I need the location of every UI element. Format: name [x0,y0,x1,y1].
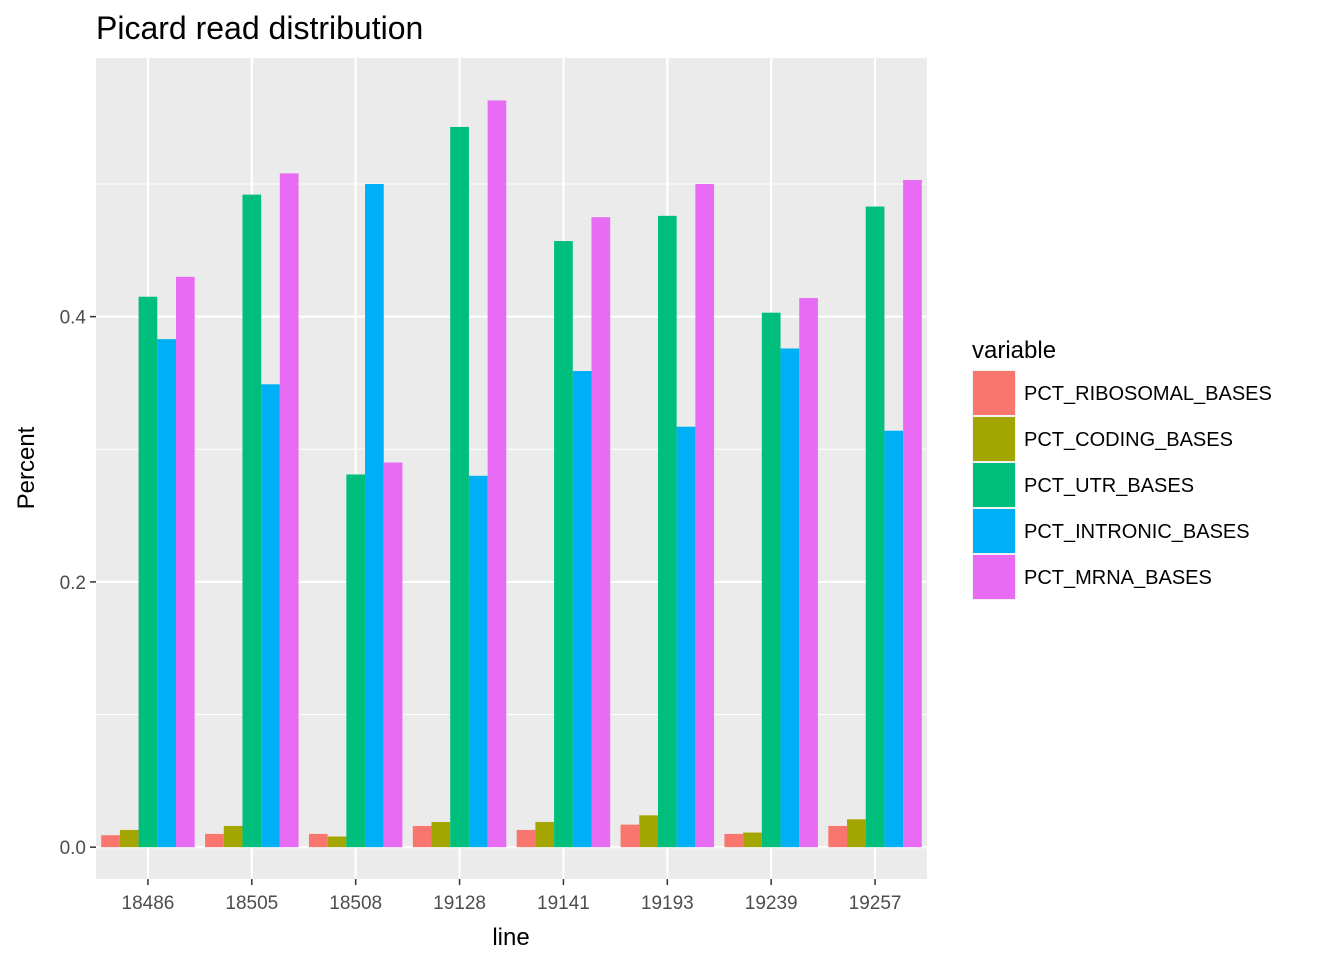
bar-pct-mrna-bases [591,217,611,848]
bar-pct-utr-bases [450,126,469,848]
x-tick-label: 19193 [641,893,694,914]
x-tick-label: 18508 [329,893,382,914]
bar-pct-intronic-bases [261,384,280,848]
bar-pct-mrna-bases [383,462,403,848]
y-tick-label: 0.0 [60,838,86,859]
bar-pct-intronic-bases [157,339,176,848]
bar-pct-coding-bases [743,832,762,848]
bar-pct-utr-bases [865,206,885,848]
bar-pct-coding-bases [847,819,866,848]
bar-pct-mrna-bases [175,276,195,848]
bar-pct-coding-bases [327,836,347,848]
bar-pct-coding-bases [119,829,139,848]
bar-pct-utr-bases [761,312,781,848]
legend-label: PCT_CODING_BASES [1024,429,1233,451]
legend-swatch [973,417,1015,461]
bar-pct-intronic-bases [468,475,488,848]
bar-pct-intronic-bases [884,430,904,848]
bar-pct-mrna-bases [799,298,818,848]
bar-pct-mrna-bases [903,180,922,848]
bar-pct-utr-bases [138,296,158,848]
x-tick-label: 19257 [849,893,902,914]
legend-swatch [973,555,1015,599]
bar-pct-coding-bases [639,815,658,848]
x-tick-label: 18505 [225,893,278,914]
x-tick-label: 19128 [433,893,486,914]
x-axis: 18486 18505 18508 19128 19141 19193 19239 19257 [122,879,902,914]
bar-pct-ribosomal-bases [308,833,328,848]
y-tick-label: 0.2 [60,573,86,594]
legend-label: PCT_UTR_BASES [1024,475,1194,497]
bar-pct-utr-bases [657,215,677,848]
bar-pct-ribosomal-bases [620,824,640,848]
legend-label: PCT_RIBOSOMAL_BASES [1024,383,1272,405]
bar-pct-intronic-bases [676,426,696,848]
bar-pct-coding-bases [223,825,243,848]
bar-pct-ribosomal-bases [828,825,848,848]
bar-pct-intronic-bases [572,371,592,848]
legend-label: PCT_INTRONIC_BASES [1024,521,1250,543]
bar-pct-ribosomal-bases [724,833,744,848]
y-tick-label: 0.4 [60,308,87,329]
bar-pct-utr-bases [242,194,262,848]
bar-pct-coding-bases [431,821,451,848]
bar-pct-ribosomal-bases [412,825,432,848]
bar-pct-utr-bases [346,474,366,848]
bar-pct-mrna-bases [487,100,507,848]
x-tick-label: 19141 [537,893,590,914]
legend-swatch [973,509,1015,553]
x-axis-title: line [492,924,529,951]
legend-swatch [973,463,1015,507]
legend-label: PCT_MRNA_BASES [1024,567,1212,589]
bar-pct-intronic-bases [365,184,384,848]
legend-swatch [973,371,1015,415]
bar-pct-mrna-bases [279,173,299,848]
chart-title: Picard read distribution [96,10,423,46]
legend-title: variable [972,337,1056,364]
x-tick-label: 18486 [122,893,175,914]
y-axis-title: Percent [13,426,40,509]
bar-pct-ribosomal-bases [205,833,224,848]
bar-pct-ribosomal-bases [516,829,536,848]
x-tick-label: 19239 [745,893,798,914]
y-axis: 0.0 0.2 0.4 [60,308,96,859]
bar-pct-ribosomal-bases [101,835,120,848]
bar-pct-coding-bases [535,821,555,848]
legend: variable PCT_RIBOSOMAL_BASES PCT_CODING_B… [972,337,1272,600]
bar-pct-intronic-bases [780,348,800,848]
bar-pct-mrna-bases [695,184,715,848]
bar-pct-utr-bases [554,241,573,848]
bars [101,100,922,848]
